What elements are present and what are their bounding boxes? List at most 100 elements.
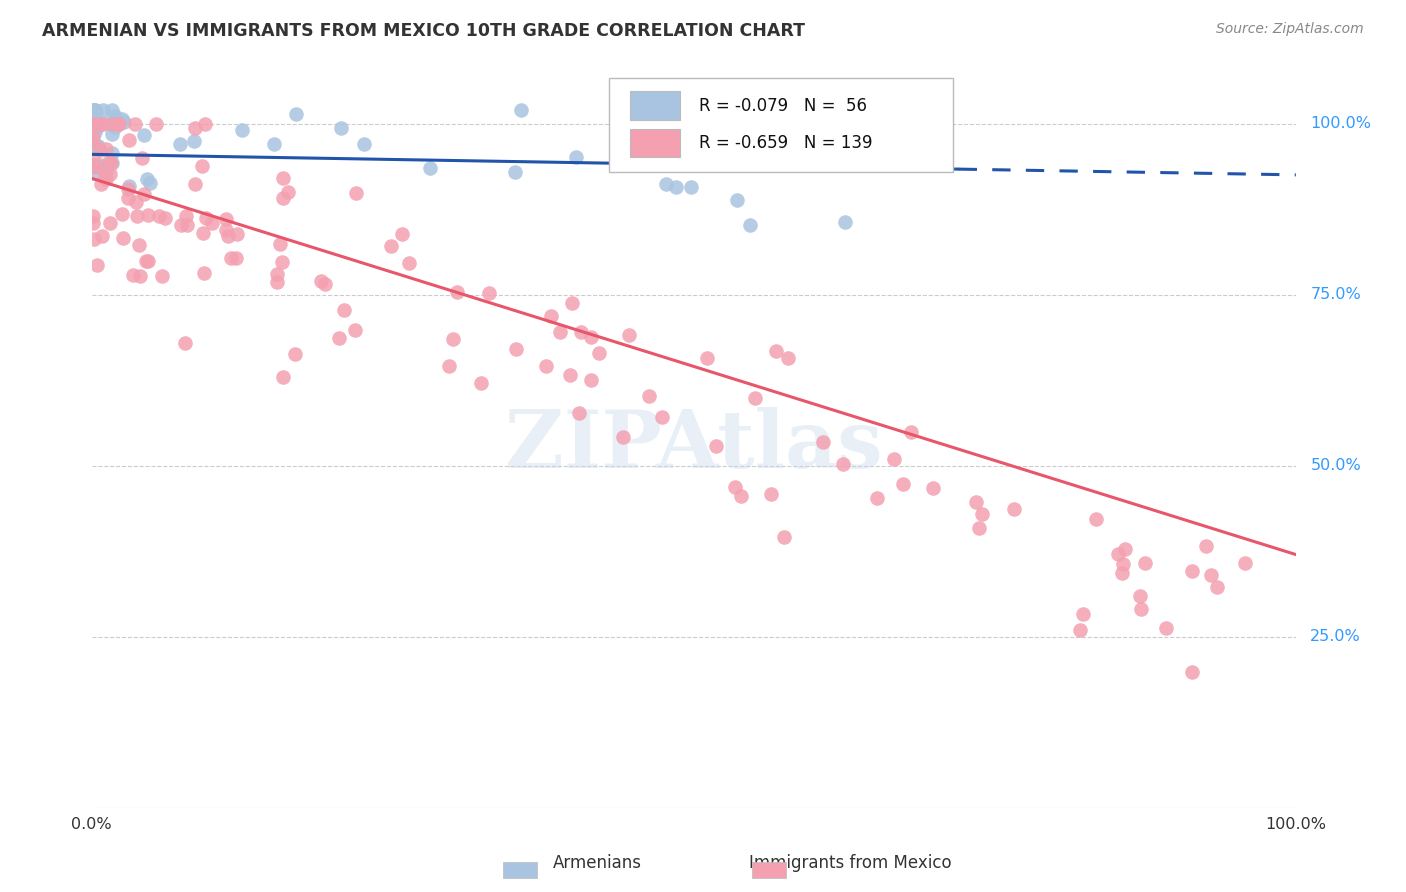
Point xyxy=(84,159,107,173)
Point xyxy=(82,158,104,172)
Point xyxy=(1069,624,1091,638)
Point xyxy=(439,359,461,374)
Point xyxy=(139,176,162,190)
Text: Armenians: Armenians xyxy=(553,855,643,872)
Point xyxy=(266,275,288,289)
Point xyxy=(470,376,492,390)
Point xyxy=(865,491,887,506)
Point xyxy=(540,310,562,324)
Point xyxy=(100,128,122,142)
Point xyxy=(221,251,243,265)
Point xyxy=(127,209,149,223)
Point xyxy=(344,186,367,201)
Point xyxy=(86,258,108,272)
Point xyxy=(560,368,582,382)
Point xyxy=(135,172,157,186)
Point xyxy=(834,214,856,228)
Point xyxy=(619,328,641,343)
Point xyxy=(724,480,747,494)
Point xyxy=(1084,511,1107,525)
Point xyxy=(811,435,834,450)
Point xyxy=(922,481,945,495)
Point xyxy=(90,229,112,244)
Point xyxy=(1002,501,1025,516)
Point xyxy=(505,342,527,356)
Point xyxy=(744,391,766,405)
Point xyxy=(128,237,150,252)
Point xyxy=(96,142,118,156)
Text: 75.0%: 75.0% xyxy=(1310,287,1361,302)
Text: ZIPAtlas: ZIPAtlas xyxy=(505,408,883,485)
Point xyxy=(883,452,905,467)
Point xyxy=(277,186,299,200)
Point xyxy=(155,211,177,225)
Point xyxy=(150,269,173,284)
Point xyxy=(284,347,307,361)
Point xyxy=(217,229,239,244)
Point xyxy=(309,274,332,288)
Point xyxy=(503,164,526,178)
Point xyxy=(136,208,159,222)
Point xyxy=(117,191,139,205)
Point xyxy=(831,457,853,471)
FancyBboxPatch shape xyxy=(609,78,953,172)
Point xyxy=(190,159,212,173)
Point xyxy=(681,180,703,194)
Point xyxy=(96,171,118,186)
Point xyxy=(284,107,307,121)
Point xyxy=(184,121,207,136)
Point xyxy=(84,105,107,120)
Text: 100.0%: 100.0% xyxy=(1310,116,1371,131)
Point xyxy=(176,219,198,233)
Point xyxy=(107,117,129,131)
Point xyxy=(263,137,285,152)
Point xyxy=(145,117,167,131)
Point xyxy=(98,216,121,230)
Text: 50.0%: 50.0% xyxy=(1310,458,1361,473)
Point xyxy=(87,115,110,129)
Bar xyxy=(630,91,681,120)
Point xyxy=(194,117,217,131)
Point xyxy=(1195,539,1218,553)
Point xyxy=(83,232,105,246)
Point xyxy=(136,254,159,268)
Text: 25.0%: 25.0% xyxy=(1310,629,1361,644)
Point xyxy=(111,112,134,127)
Point xyxy=(328,331,350,345)
Point xyxy=(112,115,135,129)
Point xyxy=(398,255,420,269)
Point xyxy=(581,373,603,387)
Point xyxy=(900,425,922,440)
Text: R = -0.079   N =  56: R = -0.079 N = 56 xyxy=(699,96,866,114)
Point xyxy=(82,130,104,145)
Point xyxy=(314,277,336,291)
Point xyxy=(87,138,110,153)
Point xyxy=(100,156,122,170)
Point xyxy=(441,332,464,346)
Point xyxy=(90,161,112,176)
Point xyxy=(89,158,111,172)
Point xyxy=(707,138,730,153)
Point xyxy=(478,285,501,300)
Point xyxy=(665,179,688,194)
Point xyxy=(101,145,124,160)
Point xyxy=(104,112,127,127)
Point xyxy=(201,216,224,230)
Point xyxy=(82,216,104,230)
Point xyxy=(569,325,592,339)
Point xyxy=(637,389,659,403)
Point xyxy=(1107,547,1129,561)
Point xyxy=(118,179,141,194)
Point xyxy=(704,439,727,453)
Point xyxy=(89,117,111,131)
Point xyxy=(82,152,104,166)
Point xyxy=(124,195,146,210)
Point xyxy=(1114,541,1136,556)
Point xyxy=(82,115,104,129)
Point xyxy=(266,267,288,281)
Point xyxy=(1181,665,1204,679)
Point xyxy=(184,177,207,191)
Point xyxy=(225,252,247,266)
Point xyxy=(82,141,104,155)
Point xyxy=(148,209,170,223)
